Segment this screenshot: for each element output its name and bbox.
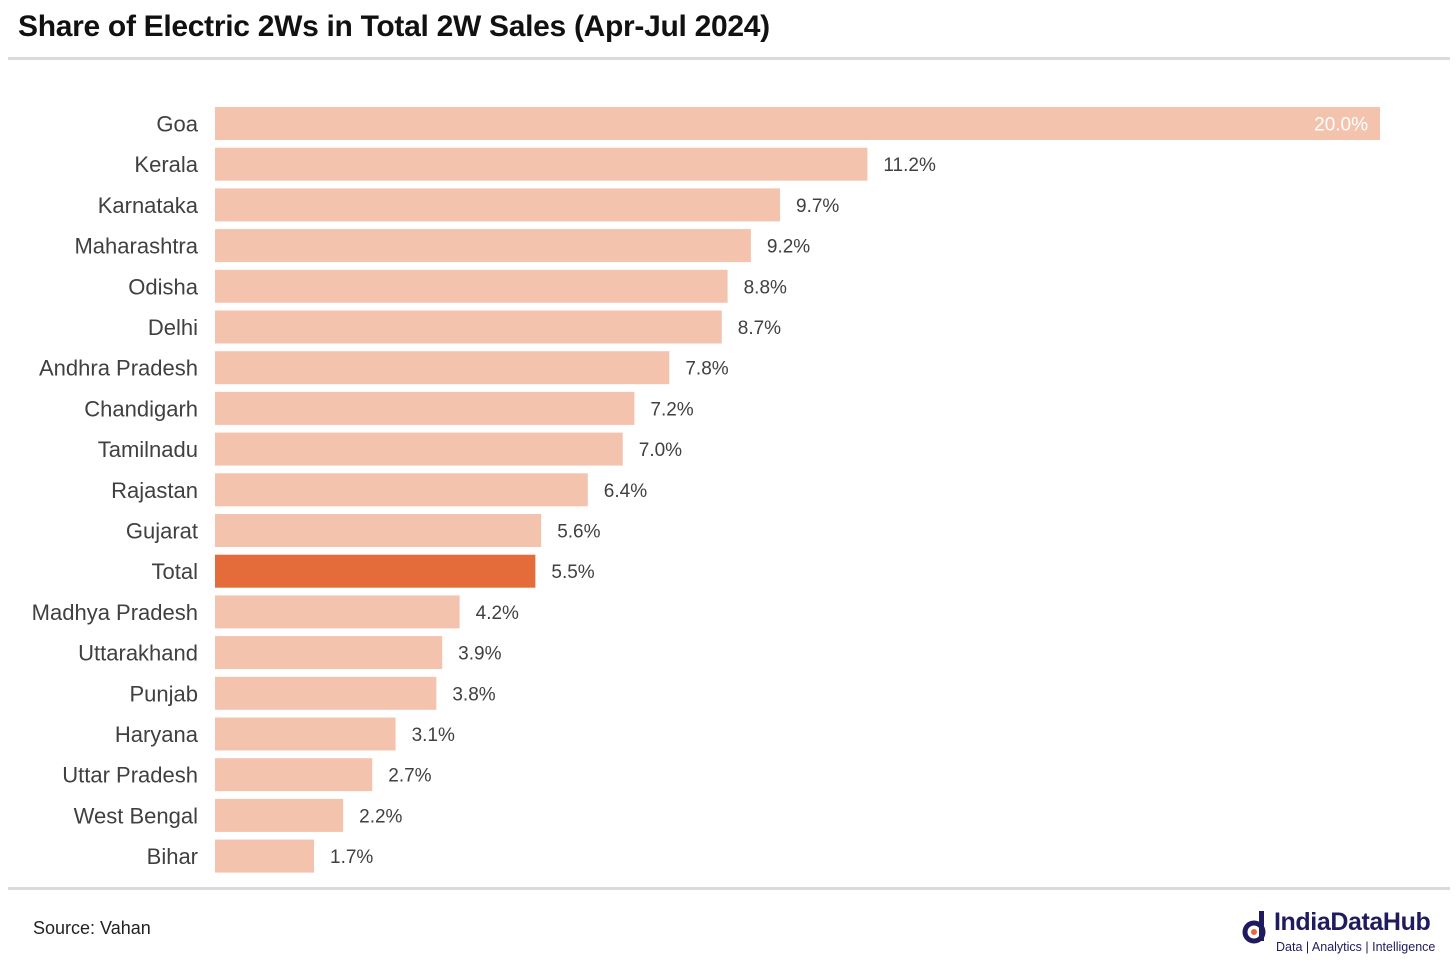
value-label-goa: 20.0%: [1314, 115, 1368, 136]
value-label-kerala: 11.2%: [883, 155, 936, 176]
value-label-haryana: 3.1%: [412, 725, 455, 746]
bar-haryana: [215, 717, 396, 751]
category-label-goa: Goa: [156, 112, 198, 137]
category-label-andhra-pradesh: Andhra Pradesh: [39, 356, 198, 381]
category-label-madhya-pradesh: Madhya Pradesh: [32, 600, 198, 625]
category-label-maharashtra: Maharashtra: [74, 234, 198, 259]
value-label-odisha: 8.8%: [744, 277, 787, 298]
bar-tamilnadu: [215, 432, 623, 466]
bar-uttar-pradesh: [215, 758, 373, 792]
value-label-tamilnadu: 7.0%: [639, 440, 682, 461]
top-divider: [8, 57, 1450, 60]
category-label-tamilnadu: Tamilnadu: [98, 437, 198, 462]
value-label-andhra-pradesh: 7.8%: [685, 359, 728, 380]
bar-uttarakhand: [215, 636, 443, 670]
chart-title: Share of Electric 2Ws in Total 2W Sales …: [18, 10, 770, 43]
category-label-gujarat: Gujarat: [126, 519, 198, 544]
category-label-total: Total: [152, 559, 198, 584]
bar-goa: [215, 107, 1380, 140]
bar-punjab: [215, 676, 437, 710]
bar-andhra-pradesh: [215, 351, 670, 385]
value-label-uttar-pradesh: 2.7%: [388, 766, 431, 787]
bar-karnataka: [215, 188, 781, 222]
bar-west-bengal: [215, 798, 344, 832]
logo-icon: [1242, 911, 1266, 944]
bar-total: [215, 554, 536, 588]
category-label-uttarakhand: Uttarakhand: [78, 641, 198, 666]
brand-logo: IndiaDataHub Data | Analytics | Intellig…: [1240, 906, 1450, 958]
bar-gujarat: [215, 514, 542, 547]
value-label-gujarat: 5.6%: [557, 522, 600, 543]
category-label-chandigarh: Chandigarh: [84, 396, 198, 421]
bar-odisha: [215, 269, 728, 303]
category-label-rajastan: Rajastan: [111, 478, 198, 503]
bar-delhi: [215, 310, 722, 344]
bar-madhya-pradesh: [215, 595, 460, 629]
value-label-uttarakhand: 3.9%: [458, 644, 501, 665]
category-label-delhi: Delhi: [148, 315, 198, 340]
value-label-bihar: 1.7%: [330, 847, 373, 868]
logo-name: IndiaDataHub: [1274, 908, 1431, 936]
category-label-west-bengal: West Bengal: [74, 803, 198, 828]
logo-tagline: Data | Analytics | Intelligence: [1276, 940, 1436, 954]
bar-bihar: [215, 839, 315, 873]
value-label-delhi: 8.7%: [738, 318, 781, 339]
value-label-total: 5.5%: [551, 562, 594, 583]
value-label-karnataka: 9.7%: [796, 196, 839, 217]
source-note: Source: Vahan: [33, 918, 151, 938]
bottom-divider: [8, 887, 1450, 890]
category-label-kerala: Kerala: [134, 152, 198, 177]
category-label-punjab: Punjab: [129, 681, 198, 706]
bar-rajastan: [215, 473, 588, 507]
value-label-chandigarh: 7.2%: [650, 399, 693, 420]
category-label-haryana: Haryana: [115, 722, 199, 747]
value-label-punjab: 3.8%: [452, 684, 495, 705]
value-label-maharashtra: 9.2%: [767, 237, 810, 258]
bar-maharashtra: [215, 229, 751, 263]
value-label-west-bengal: 2.2%: [359, 806, 402, 827]
bar-kerala: [215, 147, 868, 181]
category-label-bihar: Bihar: [147, 844, 198, 869]
bar-chandigarh: [215, 391, 635, 425]
value-label-madhya-pradesh: 4.2%: [476, 603, 519, 624]
category-label-karnataka: Karnataka: [98, 193, 199, 218]
category-label-uttar-pradesh: Uttar Pradesh: [62, 763, 198, 788]
value-label-rajastan: 6.4%: [604, 481, 647, 502]
category-label-odisha: Odisha: [128, 274, 198, 299]
